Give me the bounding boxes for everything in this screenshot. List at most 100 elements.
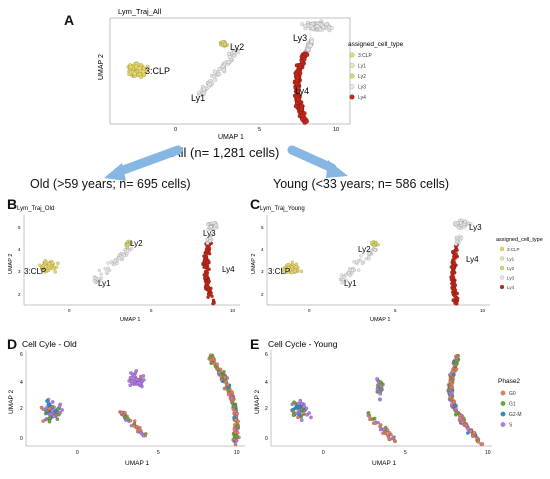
umap-point xyxy=(208,239,213,243)
legend-swatch xyxy=(349,73,355,79)
legend-swatch xyxy=(499,265,505,271)
umap-point xyxy=(299,418,304,422)
umap-point xyxy=(206,228,210,232)
umap-point xyxy=(372,416,377,421)
panel-a-xtick-1: 5 xyxy=(258,127,261,133)
panel-e-legend-title: Phase2 xyxy=(498,378,520,385)
panel-e-xlabel: UMAP 1 xyxy=(372,460,396,467)
panel-d-ylabel: UMAP 2 xyxy=(8,390,15,414)
legend-label: S xyxy=(509,423,513,429)
umap-point xyxy=(291,413,296,418)
umap-point xyxy=(372,243,376,248)
umap-point xyxy=(367,251,371,256)
umap-point xyxy=(344,273,348,277)
umap-point xyxy=(391,435,396,440)
umap-point xyxy=(130,246,134,251)
panel-e-legend: G0 G1 G2-M S xyxy=(500,390,522,429)
legend-swatch xyxy=(349,52,355,58)
umap-point xyxy=(393,439,397,444)
umap-point xyxy=(223,380,228,385)
umap-point xyxy=(233,417,238,422)
umap-point xyxy=(52,414,56,419)
panel-b-label-ly4: Ly4 xyxy=(222,265,235,274)
panel-b-xtick-0: 0 xyxy=(68,308,71,313)
umap-point xyxy=(457,218,462,223)
umap-point xyxy=(232,423,237,427)
umap-point xyxy=(232,428,237,433)
panel-c-label-ly1: Ly1 xyxy=(344,279,357,288)
panel-e-ytick-1: 2 xyxy=(265,406,268,412)
panel-c-label-ly4: Ly4 xyxy=(466,255,479,264)
umap-point xyxy=(450,286,454,291)
panel-letter-e: E xyxy=(250,336,260,352)
panel-a: Lym_Traj_All UMAP 2 UMAP 1 0 5 10 3:CLP … xyxy=(98,7,404,141)
umap-point xyxy=(202,273,206,277)
umap-point xyxy=(452,262,457,266)
umap-point xyxy=(128,64,133,70)
legend-label: Ly3 xyxy=(507,275,515,280)
umap-point xyxy=(300,401,304,406)
umap-point xyxy=(134,64,139,69)
panel-c-points xyxy=(280,218,473,306)
umap-point xyxy=(360,261,365,266)
umap-point xyxy=(123,410,127,415)
umap-point xyxy=(47,406,52,411)
umap-point xyxy=(389,432,393,437)
legend-swatch xyxy=(499,256,505,261)
umap-point xyxy=(321,25,326,29)
panel-c-xlabel: UMAP 1 xyxy=(370,317,390,323)
umap-point xyxy=(222,375,227,380)
panel-b-label-clp: 3:CLP xyxy=(24,267,46,276)
umap-point xyxy=(451,298,455,303)
umap-point xyxy=(137,66,142,71)
umap-point xyxy=(129,241,134,245)
legend-swatch xyxy=(499,275,505,280)
umap-point xyxy=(205,268,210,272)
panel-c-label-ly3: Ly3 xyxy=(469,223,482,232)
umap-point xyxy=(340,281,344,285)
umap-point xyxy=(220,64,225,69)
panel-d: Cell Cyle - Old UMAP 2 0 2 4 6 0 5 10 UM… xyxy=(8,339,245,467)
umap-point xyxy=(446,388,451,393)
legend-swatch xyxy=(500,390,506,396)
arrow-to-old xyxy=(113,145,183,177)
umap-point xyxy=(450,369,455,374)
umap-point xyxy=(450,402,454,406)
umap-point xyxy=(291,410,296,414)
umap-point xyxy=(39,405,44,410)
umap-point xyxy=(454,302,458,306)
umap-point xyxy=(454,362,459,367)
panel-d-ytick-3: 6 xyxy=(20,352,23,358)
umap-point xyxy=(207,82,212,87)
panel-b-label-ly3: Ly3 xyxy=(203,229,216,238)
panel-b-ytick-3: 5 xyxy=(18,225,21,230)
umap-point xyxy=(344,278,348,283)
panel-b-title: Lym_Traj_Old xyxy=(17,206,54,212)
umap-point xyxy=(295,90,300,95)
umap-point xyxy=(348,268,352,272)
umap-point xyxy=(134,377,139,382)
umap-point xyxy=(217,66,222,71)
panel-e-points xyxy=(290,353,485,446)
umap-point xyxy=(212,221,216,225)
umap-point xyxy=(450,281,454,286)
panel-c-ytick-0: 2 xyxy=(261,292,264,297)
umap-point xyxy=(112,262,116,267)
umap-point xyxy=(296,415,300,420)
umap-point xyxy=(302,57,307,62)
umap-point xyxy=(448,372,453,377)
umap-point xyxy=(368,417,372,422)
panel-c-xtick-1: 5 xyxy=(394,308,397,313)
umap-point xyxy=(53,270,58,274)
umap-point xyxy=(128,383,133,388)
legend-label: Ly1 xyxy=(358,64,366,70)
umap-point xyxy=(211,301,216,305)
umap-point xyxy=(205,260,209,264)
umap-point xyxy=(205,285,209,289)
umap-point xyxy=(135,424,139,429)
umap-point xyxy=(235,411,240,416)
panel-e-ytick-0: 0 xyxy=(265,436,268,442)
panel-letter-a: A xyxy=(64,12,75,28)
umap-point xyxy=(341,277,346,282)
umap-point xyxy=(132,374,137,379)
